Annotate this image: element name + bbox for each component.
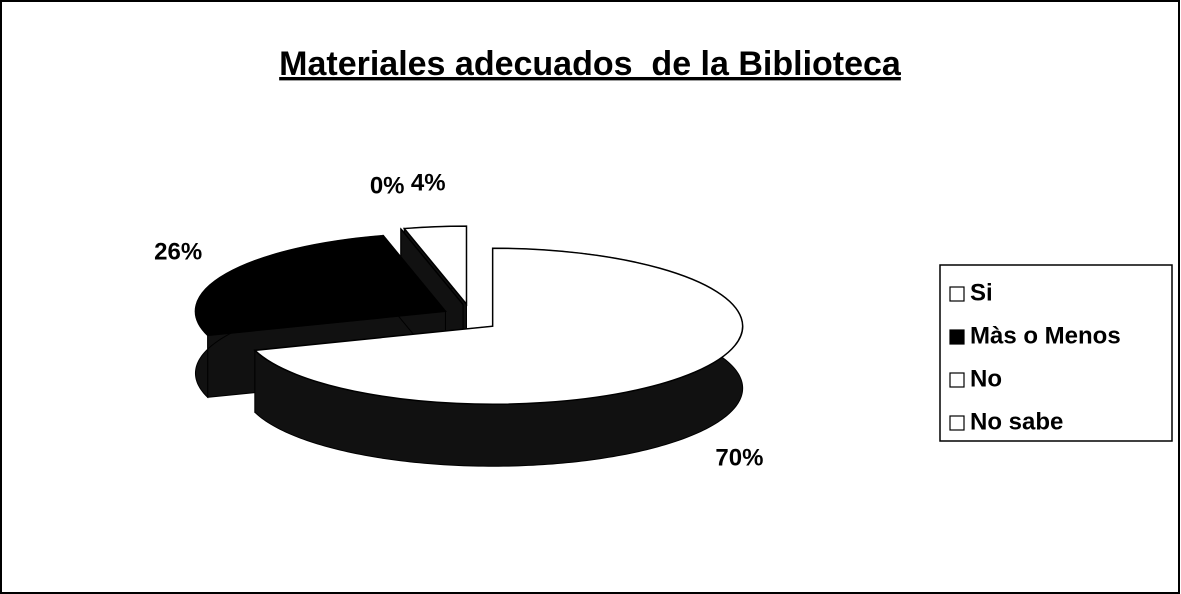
data-label: 0% bbox=[370, 173, 405, 200]
legend-swatch bbox=[949, 415, 965, 431]
legend-label: No bbox=[970, 365, 1002, 392]
data-label: 26% bbox=[154, 238, 202, 265]
slice bbox=[253, 247, 744, 467]
legend-swatch bbox=[949, 286, 965, 302]
data-label: 4% bbox=[411, 170, 446, 197]
legend-swatch bbox=[949, 372, 965, 388]
legend-label: No sabe bbox=[970, 408, 1063, 435]
chart-title: Materiales adecuados de la Biblioteca bbox=[279, 45, 902, 83]
legend-label: Si bbox=[970, 279, 993, 306]
pie-slice bbox=[194, 234, 447, 337]
legend-label: Màs o Menos bbox=[970, 322, 1121, 349]
pie-slice bbox=[402, 225, 468, 307]
data-label: 70% bbox=[715, 445, 763, 472]
pie-slice bbox=[253, 247, 744, 405]
legend-box bbox=[939, 264, 1173, 442]
legend-swatch bbox=[949, 329, 965, 345]
